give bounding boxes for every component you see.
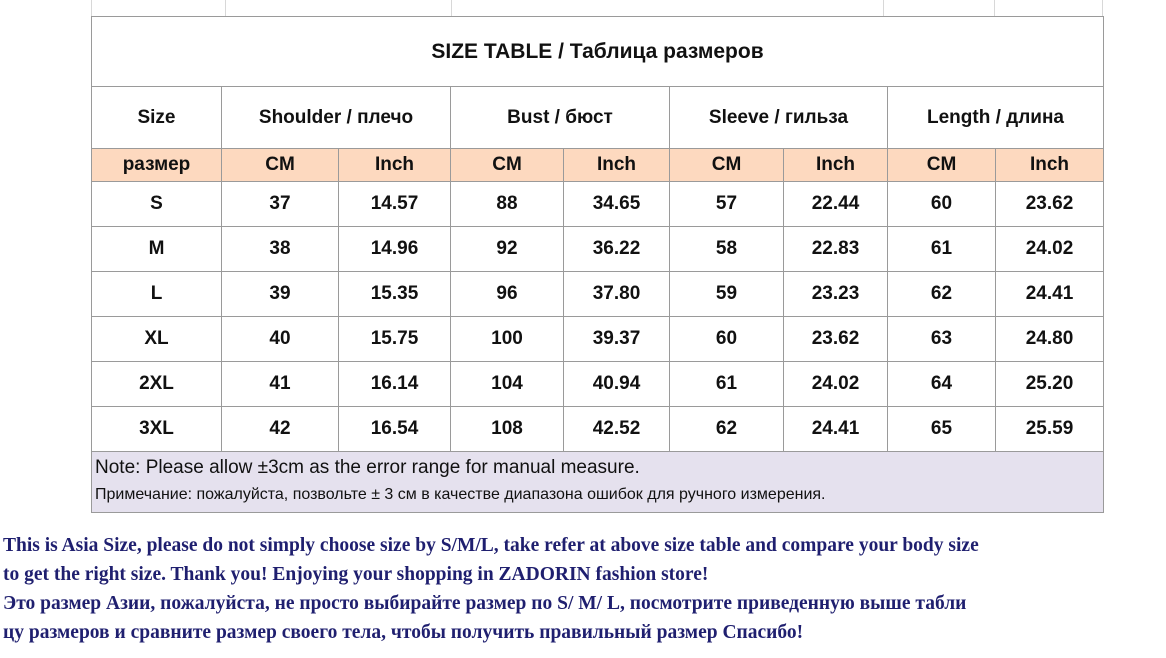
header-length: Length / длина [888, 87, 1104, 149]
table-cell: 25.20 [996, 362, 1104, 407]
table-row: S 37 14.57 88 34.65 57 22.44 60 23.62 [92, 182, 1104, 227]
table-cell: 41 [222, 362, 339, 407]
table-cell: 36.22 [564, 227, 670, 272]
table-cell: 65 [888, 407, 996, 452]
size-label-cell: L [92, 272, 222, 317]
table-cell: 40 [222, 317, 339, 362]
table-row: XL 40 15.75 100 39.37 60 23.62 63 24.80 [92, 317, 1104, 362]
table-row: L 39 15.35 96 37.80 59 23.23 62 24.41 [92, 272, 1104, 317]
table-cell: 25.59 [996, 407, 1104, 452]
table-cell: 61 [888, 227, 996, 272]
table-cell: 42 [222, 407, 339, 452]
table-cell: 15.35 [339, 272, 451, 317]
unit-cell: Inch [996, 149, 1104, 182]
table-cell: 37.80 [564, 272, 670, 317]
table-cell: 23.62 [996, 182, 1104, 227]
header-sleeve: Sleeve / гильза [670, 87, 888, 149]
table-cell: 60 [888, 182, 996, 227]
table-row: 2XL 41 16.14 104 40.94 61 24.02 64 25.20 [92, 362, 1104, 407]
table-title: SIZE TABLE / Таблица размеров [92, 17, 1104, 87]
note-russian: Примечание: пожалуйста, позвольте ± 3 см… [95, 481, 1103, 509]
table-cell: 37 [222, 182, 339, 227]
table-cell: 24.02 [784, 362, 888, 407]
table-cell: 60 [670, 317, 784, 362]
table-cell: 16.54 [339, 407, 451, 452]
note-cell: Note: Please allow ±3cm as the error ran… [92, 452, 1104, 513]
table-cell: 100 [451, 317, 564, 362]
size-label-cell: 3XL [92, 407, 222, 452]
note-english: Note: Please allow ±3cm as the error ran… [95, 455, 1103, 481]
table-cell: 24.80 [996, 317, 1104, 362]
size-label-cell: 2XL [92, 362, 222, 407]
header-size: Size [92, 87, 222, 149]
table-cell: 104 [451, 362, 564, 407]
unit-cell: CM [451, 149, 564, 182]
unit-cell: CM [222, 149, 339, 182]
size-label-cell: S [92, 182, 222, 227]
table-cell: 23.23 [784, 272, 888, 317]
unit-cell: CM [670, 149, 784, 182]
size-label-cell: M [92, 227, 222, 272]
table-cell: 62 [670, 407, 784, 452]
advice-line: Это размер Азии, пожалуйста, не просто в… [3, 589, 1166, 618]
size-table: SIZE TABLE / Таблица размеров Size Shoul… [91, 16, 1104, 513]
table-cell: 34.65 [564, 182, 670, 227]
note-row: Note: Please allow ±3cm as the error ran… [92, 452, 1104, 513]
table-cell: 16.14 [339, 362, 451, 407]
table-cell: 23.62 [784, 317, 888, 362]
table-cell: 39 [222, 272, 339, 317]
unit-cell: Inch [784, 149, 888, 182]
advice-line: цу размеров и сравните размер своего тел… [3, 618, 1166, 647]
table-row: 3XL 42 16.54 108 42.52 62 24.41 65 25.59 [92, 407, 1104, 452]
table-cell: 62 [888, 272, 996, 317]
table-cell: 58 [670, 227, 784, 272]
table-cell: 63 [888, 317, 996, 362]
top-gridlines [0, 0, 1166, 16]
title-row: SIZE TABLE / Таблица размеров [92, 17, 1104, 87]
unit-cell: размер [92, 149, 222, 182]
table-cell: 64 [888, 362, 996, 407]
table-cell: 15.75 [339, 317, 451, 362]
unit-cell: Inch [339, 149, 451, 182]
table-row: M 38 14.96 92 36.22 58 22.83 61 24.02 [92, 227, 1104, 272]
header-shoulder: Shoulder / плечо [222, 87, 451, 149]
table-cell: 57 [670, 182, 784, 227]
size-advice-text: This is Asia Size, please do not simply … [3, 531, 1166, 647]
table-cell: 59 [670, 272, 784, 317]
table-cell: 92 [451, 227, 564, 272]
table-cell: 108 [451, 407, 564, 452]
table-cell: 24.41 [784, 407, 888, 452]
table-cell: 24.02 [996, 227, 1104, 272]
unit-cell: CM [888, 149, 996, 182]
table-cell: 14.57 [339, 182, 451, 227]
table-cell: 39.37 [564, 317, 670, 362]
table-cell: 22.44 [784, 182, 888, 227]
table-cell: 40.94 [564, 362, 670, 407]
table-cell: 61 [670, 362, 784, 407]
advice-line: to get the right size. Thank you! Enjoyi… [3, 560, 1166, 589]
table-cell: 22.83 [784, 227, 888, 272]
unit-cell: Inch [564, 149, 670, 182]
table-cell: 38 [222, 227, 339, 272]
table-cell: 96 [451, 272, 564, 317]
advice-line: This is Asia Size, please do not simply … [3, 531, 1166, 560]
table-cell: 42.52 [564, 407, 670, 452]
table-cell: 24.41 [996, 272, 1104, 317]
header-bust: Bust / бюст [451, 87, 670, 149]
table-cell: 14.96 [339, 227, 451, 272]
size-label-cell: XL [92, 317, 222, 362]
header-row: Size Shoulder / плечо Bust / бюст Sleeve… [92, 87, 1104, 149]
unit-row: размер CM Inch CM Inch CM Inch CM Inch [92, 149, 1104, 182]
table-cell: 88 [451, 182, 564, 227]
